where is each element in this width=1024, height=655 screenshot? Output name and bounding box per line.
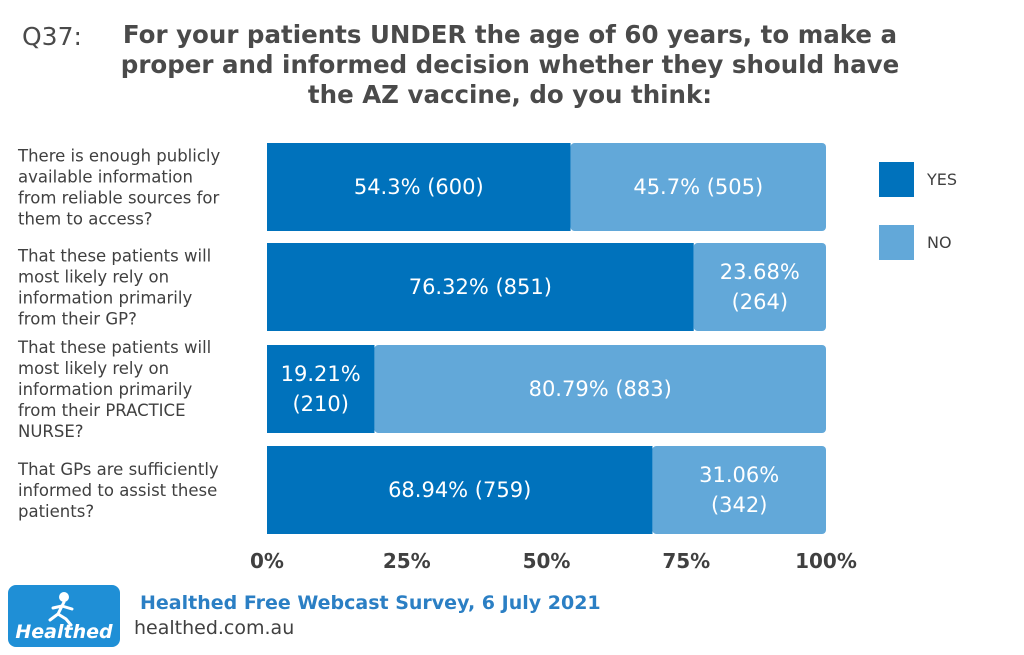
- bar-segment-edge: [267, 243, 694, 331]
- footer-url: healthed.com.au: [134, 617, 295, 639]
- chart-title: For your patients UNDER the age of 60 ye…: [120, 20, 900, 109]
- healthed-logo: Healthed: [8, 585, 120, 647]
- data-label: 54.3% (600): [354, 175, 484, 199]
- legend-swatch: [879, 225, 914, 260]
- bar-chart: There is enough publicly available inform…: [17, 143, 957, 573]
- question-number: Q37:: [22, 22, 82, 51]
- x-tick-label: 0%: [250, 549, 284, 573]
- bar-segment-no: [652, 446, 826, 534]
- x-tick-label: 75%: [662, 549, 710, 573]
- bar-segment-no: [570, 143, 826, 231]
- footer-survey-title: Healthed Free Webcast Survey, 6 July 202…: [140, 592, 601, 614]
- data-label: 31.06% (342): [699, 463, 779, 517]
- data-label: 23.68% (264): [720, 260, 800, 314]
- bar-segment-no: [693, 243, 826, 331]
- data-label: 19.21% (210): [281, 362, 361, 416]
- logo-text: Healthed: [15, 621, 113, 643]
- bar-segment-edge: [267, 143, 571, 231]
- x-tick-label: 100%: [795, 549, 857, 573]
- data-label: 76.32% (851): [409, 275, 552, 299]
- runner-icon: [48, 592, 74, 627]
- data-label: 80.79% (883): [529, 377, 672, 401]
- bar-segment-no: [374, 345, 826, 433]
- category-label: That these patients will most likely rely…: [17, 338, 211, 441]
- category-label: There is enough publicly available inform…: [17, 147, 220, 229]
- bar-segment-edge: [267, 345, 375, 433]
- category-label: That GPs are sufficiently informed to ass…: [17, 460, 219, 521]
- data-label: 45.7% (505): [633, 175, 763, 199]
- category-label: That these patients will most likely rely…: [17, 247, 211, 329]
- legend-label: YES: [926, 170, 957, 189]
- legend-label: NO: [927, 233, 952, 252]
- data-label: 68.94% (759): [388, 478, 531, 502]
- x-tick-label: 25%: [383, 549, 431, 573]
- x-tick-label: 50%: [523, 549, 571, 573]
- legend-swatch: [879, 162, 914, 197]
- bar-segment-edge: [267, 446, 653, 534]
